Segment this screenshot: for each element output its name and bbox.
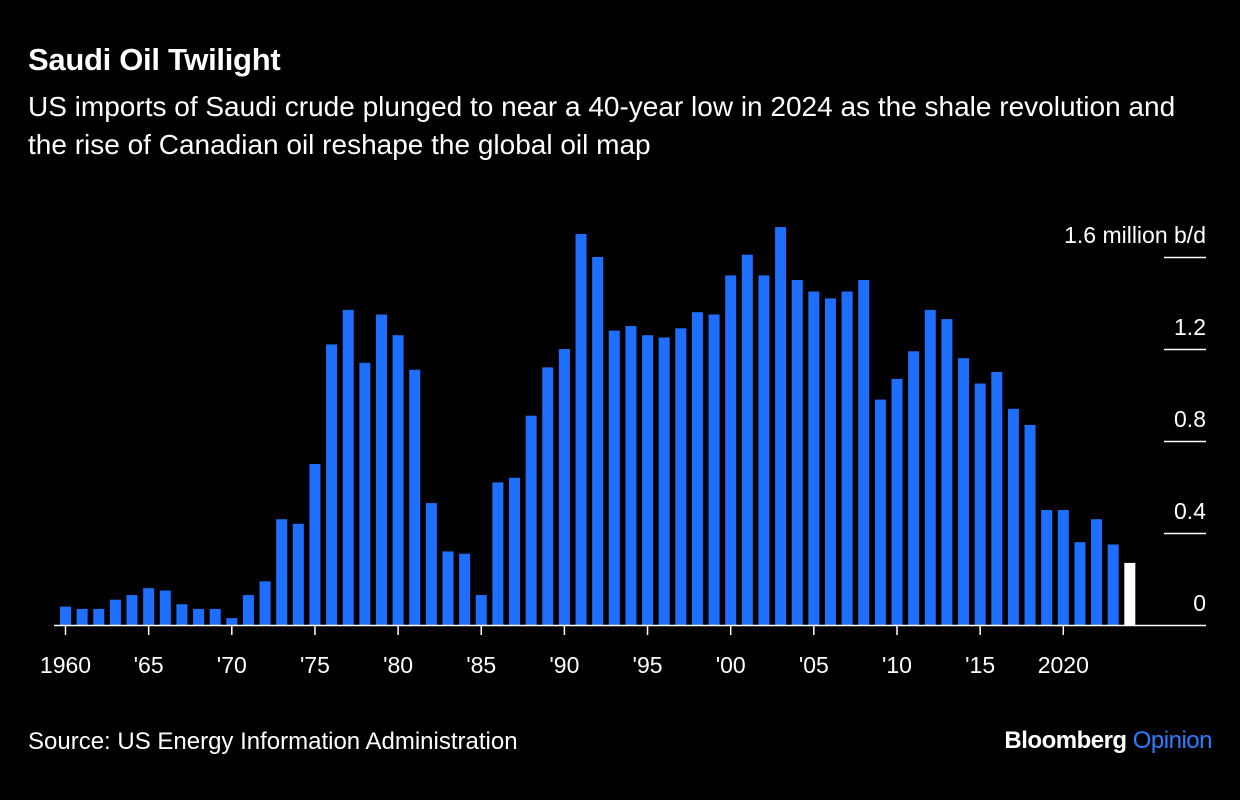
bar-1975	[309, 464, 321, 625]
bar-1984	[459, 553, 471, 625]
x-tick-label: '85	[466, 652, 496, 678]
bar-1986	[492, 482, 504, 625]
bar-2014	[958, 358, 970, 625]
x-tick-label: '95	[633, 652, 663, 678]
bar-1997	[675, 328, 687, 625]
bar-1976	[326, 344, 338, 625]
x-tick-label: '10	[882, 652, 912, 678]
bar-1991	[575, 234, 587, 625]
x-tick-label: '80	[383, 652, 413, 678]
bar-1962	[93, 608, 105, 625]
bar-1970	[226, 618, 238, 625]
x-tick-label: '75	[300, 652, 330, 678]
bar-2022	[1091, 519, 1103, 625]
bar-2013	[941, 319, 953, 625]
source-note: Source: US Energy Information Administra…	[28, 728, 518, 755]
bar-2008	[858, 280, 870, 625]
bar-1982	[425, 503, 437, 625]
bar-1968	[193, 608, 205, 625]
bar-1961	[76, 608, 88, 625]
x-tick-label: 2020	[1038, 652, 1089, 678]
bar-1960	[60, 606, 71, 625]
bar-1973	[276, 519, 288, 625]
bar-1966	[159, 590, 171, 625]
x-tick-label: '90	[549, 652, 579, 678]
bar-1978	[359, 362, 371, 625]
bar-1995	[642, 335, 654, 625]
bar-1989	[542, 367, 554, 625]
bar-2019	[1041, 510, 1053, 625]
bar-1974	[292, 523, 304, 625]
bar-1990	[558, 349, 570, 625]
x-tick-label: 1960	[40, 652, 91, 678]
x-tick-label: '05	[799, 652, 829, 678]
bar-2021	[1074, 542, 1086, 625]
bar-2015	[974, 383, 986, 625]
bar-2010	[891, 378, 903, 625]
bar-1981	[409, 369, 421, 625]
bar-2002	[758, 275, 770, 625]
bar-2012	[924, 309, 936, 625]
bar-2003	[775, 227, 787, 625]
bar-2007	[841, 291, 853, 625]
bar-1998	[691, 312, 703, 625]
bar-1967	[176, 604, 188, 625]
brand-suffix: Opinion	[1132, 727, 1213, 754]
bar-2018	[1024, 424, 1036, 625]
brand-name: Bloomberg	[1004, 727, 1127, 754]
x-tick-label: '15	[965, 652, 995, 678]
brand-logo: Bloomberg Opinion	[1004, 727, 1212, 755]
bar-1988	[525, 415, 537, 625]
bar-1964	[126, 595, 138, 625]
bar-2023	[1107, 544, 1119, 625]
bar-2024	[1124, 562, 1136, 625]
y-tick-label: 1.6 million b/d	[1064, 222, 1206, 248]
bar-1992	[592, 257, 604, 625]
y-tick-label: 0	[1193, 590, 1206, 616]
bar-1977	[342, 309, 354, 625]
chart-title: Saudi Oil Twilight	[28, 42, 281, 77]
bar-1980	[392, 335, 404, 625]
bar-1971	[242, 595, 254, 625]
bar-2020	[1057, 510, 1069, 625]
bar-2000	[725, 275, 737, 625]
bar-1996	[658, 337, 670, 625]
bar-1969	[209, 608, 221, 625]
x-tick-label: '00	[716, 652, 746, 678]
bar-1963	[109, 599, 121, 625]
x-tick-label: '65	[134, 652, 164, 678]
bar-2005	[808, 291, 820, 625]
y-tick-label: 0.4	[1174, 498, 1206, 524]
bar-1999	[708, 314, 720, 625]
bar-1979	[375, 314, 387, 625]
y-tick-label: 1.2	[1174, 314, 1206, 340]
bar-1987	[509, 477, 521, 625]
bar-1972	[259, 581, 271, 625]
chart-subtitle: US imports of Saudi crude plunged to nea…	[28, 91, 1176, 160]
bar-2009	[874, 399, 886, 625]
bar-2011	[908, 351, 920, 625]
bar-2006	[824, 298, 836, 625]
bar-2017	[1007, 408, 1019, 625]
bar-1983	[442, 551, 454, 625]
bar-1993	[608, 330, 620, 625]
bar-2004	[791, 280, 803, 625]
bar-2016	[991, 372, 1003, 625]
x-tick-label: '70	[217, 652, 247, 678]
bar-1965	[143, 588, 155, 625]
bar-1994	[625, 326, 637, 625]
bar-2001	[741, 254, 753, 625]
y-tick-label: 0.8	[1174, 406, 1206, 432]
bar-1985	[475, 595, 487, 625]
